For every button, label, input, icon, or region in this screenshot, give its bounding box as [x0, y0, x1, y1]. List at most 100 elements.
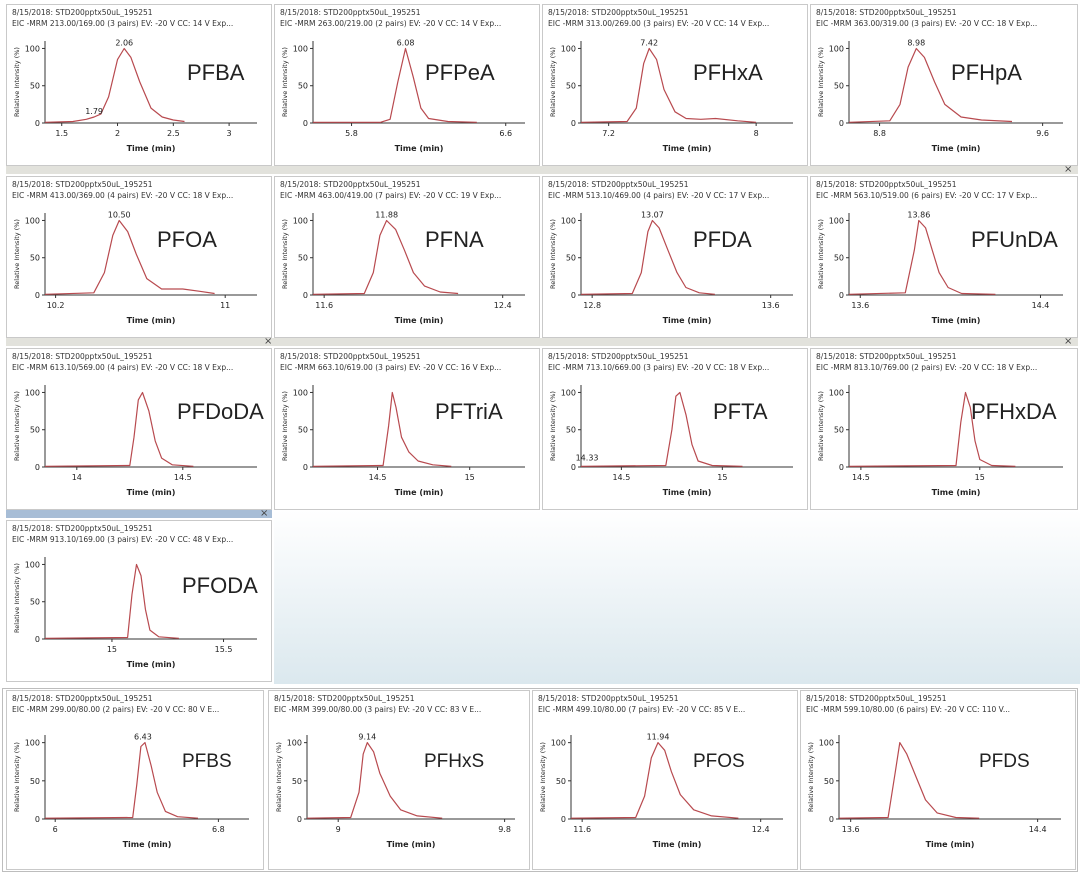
- y-tick-label: 0: [35, 291, 40, 300]
- chromatogram-trace: [44, 219, 215, 295]
- y-axis-label: Relative Intensity (%): [275, 742, 283, 812]
- y-tick-label: 100: [25, 739, 40, 748]
- y-tick-label: 50: [834, 426, 844, 435]
- x-tick-label: 3: [227, 129, 232, 138]
- chromatogram-panel-pfpea: 8/15/2018: STD200pptx50uL_195251 EIC -MRM…: [274, 4, 540, 166]
- chart-svg: 0 50 100 13.6 14.4 Relative Intensity (%) Time…: [807, 735, 1061, 849]
- y-axis-label: Relative Intensity (%): [817, 391, 825, 461]
- x-tick-label: 11.6: [573, 825, 591, 834]
- panel-subtitle: EIC -MRM 413.00/369.00 (4 pairs) EV: -20…: [12, 191, 234, 200]
- y-tick-label: 100: [293, 388, 308, 397]
- panel-subtitle: EIC -MRM 513.10/469.00 (4 pairs) EV: -20…: [548, 191, 770, 200]
- y-axis-label: Relative Intensity (%): [13, 391, 21, 461]
- chart-svg: 0 50 100 14.5 15 Relative Intensity (%) Time (…: [549, 385, 793, 497]
- chromatogram-trace: [312, 391, 452, 467]
- y-tick-label: 50: [298, 82, 308, 91]
- compound-name: PFHxDA: [971, 399, 1057, 424]
- chart-svg: 0 50 100 14.5 15 Relative Intensity (%) Time (…: [817, 385, 1063, 497]
- y-axis-label: Relative Intensity (%): [281, 47, 289, 117]
- x-axis-label: Time (min): [653, 840, 702, 849]
- y-tick-label: 100: [829, 216, 844, 225]
- panel-title: 8/15/2018: STD200pptx50uL_195251: [548, 8, 689, 17]
- panel-title: 8/15/2018: STD200pptx50uL_195251: [538, 694, 679, 703]
- panel-subtitle: EIC -MRM 913.10/169.00 (3 pairs) EV: -20…: [12, 535, 234, 544]
- y-tick-label: 50: [824, 777, 834, 786]
- chromatogram-trace: [570, 742, 739, 819]
- chromatogram-trace: [580, 47, 757, 123]
- compound-name: PFHxS: [424, 751, 485, 772]
- y-axis-label: Relative Intensity (%): [549, 219, 557, 289]
- panel-title: 8/15/2018: STD200pptx50uL_195251: [806, 694, 947, 703]
- y-tick-label: 100: [25, 388, 40, 397]
- compound-name: PFTriA: [435, 399, 503, 424]
- y-axis-label: Relative Intensity (%): [281, 219, 289, 289]
- chromatogram-panel-pfhxa: 8/15/2018: STD200pptx50uL_195251 EIC -MRM…: [542, 4, 808, 166]
- x-tick-label: 13.6: [842, 825, 860, 834]
- y-axis-label: Relative Intensity (%): [817, 219, 825, 289]
- x-tick-label: 15: [975, 473, 985, 482]
- x-tick-label: 6.6: [499, 129, 512, 138]
- close-icon[interactable]: ×: [1064, 336, 1073, 347]
- x-tick-label: 14.5: [852, 473, 870, 482]
- y-tick-label: 100: [25, 560, 40, 569]
- y-tick-label: 100: [819, 739, 834, 748]
- compound-name: PFBA: [187, 60, 245, 85]
- chromatogram-panel-pfds: 8/15/2018: STD200pptx50uL_195251 EIC -MRM…: [800, 690, 1076, 870]
- y-tick-label: 100: [829, 44, 844, 53]
- panel-subtitle: EIC -MRM 263.00/219.00 (2 pairs) EV: -20…: [280, 19, 502, 28]
- y-tick-label: 100: [561, 216, 576, 225]
- chromatogram-panel-pfhxs: 8/15/2018: STD200pptx50uL_195251 EIC -MRM…: [268, 690, 530, 870]
- chart-svg: 0 50 100 7.2 8 Relative Intensity (%) Time (mi…: [549, 38, 793, 153]
- x-tick-label: 10.2: [47, 301, 65, 310]
- x-tick-label: 14: [72, 473, 82, 482]
- chart-svg: 0 50 100 13.6 14.4 Relative Intensity (%) Time…: [817, 210, 1063, 325]
- close-icon[interactable]: ×: [260, 508, 269, 519]
- panel-subtitle: EIC -MRM 813.10/769.00 (2 pairs) EV: -20…: [816, 363, 1038, 372]
- x-tick-label: 14.5: [369, 473, 387, 482]
- x-axis-label: Time (min): [395, 144, 444, 153]
- x-tick-label: 11.6: [315, 301, 333, 310]
- y-tick-label: 0: [35, 815, 40, 824]
- compound-name: PFODA: [182, 573, 258, 598]
- y-tick-label: 50: [566, 426, 576, 435]
- chromatogram-panel-pftria: 8/15/2018: STD200pptx50uL_195251 EIC -MRM…: [274, 348, 540, 510]
- compound-name: PFHpA: [951, 60, 1022, 85]
- compound-name: PFHxA: [693, 60, 763, 85]
- panel-title: 8/15/2018: STD200pptx50uL_195251: [12, 180, 153, 189]
- x-axis-label: Time (min): [932, 144, 981, 153]
- x-axis-label: Time (min): [127, 316, 176, 325]
- panel-subtitle: EIC -MRM 299.00/80.00 (2 pairs) EV: -20 …: [12, 705, 220, 714]
- y-tick-label: 50: [834, 82, 844, 91]
- y-tick-label: 50: [566, 254, 576, 263]
- compound-name: PFOS: [693, 751, 745, 772]
- panel-title: 8/15/2018: STD200pptx50uL_195251: [548, 352, 689, 361]
- y-tick-label: 0: [839, 291, 844, 300]
- x-tick-label: 8: [754, 129, 759, 138]
- chart-svg: 0 50 100 10.2 11 Relative Intensity (%) Time (…: [13, 210, 257, 325]
- panel-subtitle: EIC -MRM 599.10/80.00 (6 pairs) EV: -20 …: [806, 705, 1010, 714]
- y-tick-label: 50: [30, 254, 40, 263]
- chart-svg: 0 50 100 14.5 15 Relative Intensity (%) Time (…: [281, 385, 525, 497]
- peak-label: 6.43: [134, 733, 152, 742]
- y-tick-label: 0: [35, 119, 40, 128]
- y-tick-label: 50: [566, 82, 576, 91]
- y-tick-label: 100: [287, 739, 302, 748]
- panel-subtitle: EIC -MRM 363.00/319.00 (3 pairs) EV: -20…: [816, 19, 1038, 28]
- y-tick-label: 50: [298, 254, 308, 263]
- y-tick-label: 100: [561, 44, 576, 53]
- chromatogram-trace: [313, 47, 477, 123]
- y-axis-label: Relative Intensity (%): [13, 563, 21, 633]
- close-icon[interactable]: ×: [1064, 164, 1073, 175]
- x-tick-label: 5.8: [345, 129, 358, 138]
- chromatogram-panel-pfdoda: 8/15/2018: STD200pptx50uL_195251 EIC -MRM…: [6, 348, 272, 510]
- chart-svg: 0 50 100 8.8 9.6 Relative Intensity (%) Time (…: [817, 38, 1063, 153]
- peak-label: 10.50: [108, 210, 131, 219]
- x-tick-label: 12.8: [583, 301, 601, 310]
- y-tick-label: 0: [35, 635, 40, 644]
- panel-subtitle: EIC -MRM 313.00/269.00 (3 pairs) EV: -20…: [548, 19, 770, 28]
- close-icon[interactable]: ×: [264, 336, 273, 347]
- x-axis-label: Time (min): [127, 660, 176, 669]
- y-tick-label: 0: [303, 291, 308, 300]
- y-tick-label: 100: [293, 216, 308, 225]
- chromatogram-trace: [44, 742, 199, 819]
